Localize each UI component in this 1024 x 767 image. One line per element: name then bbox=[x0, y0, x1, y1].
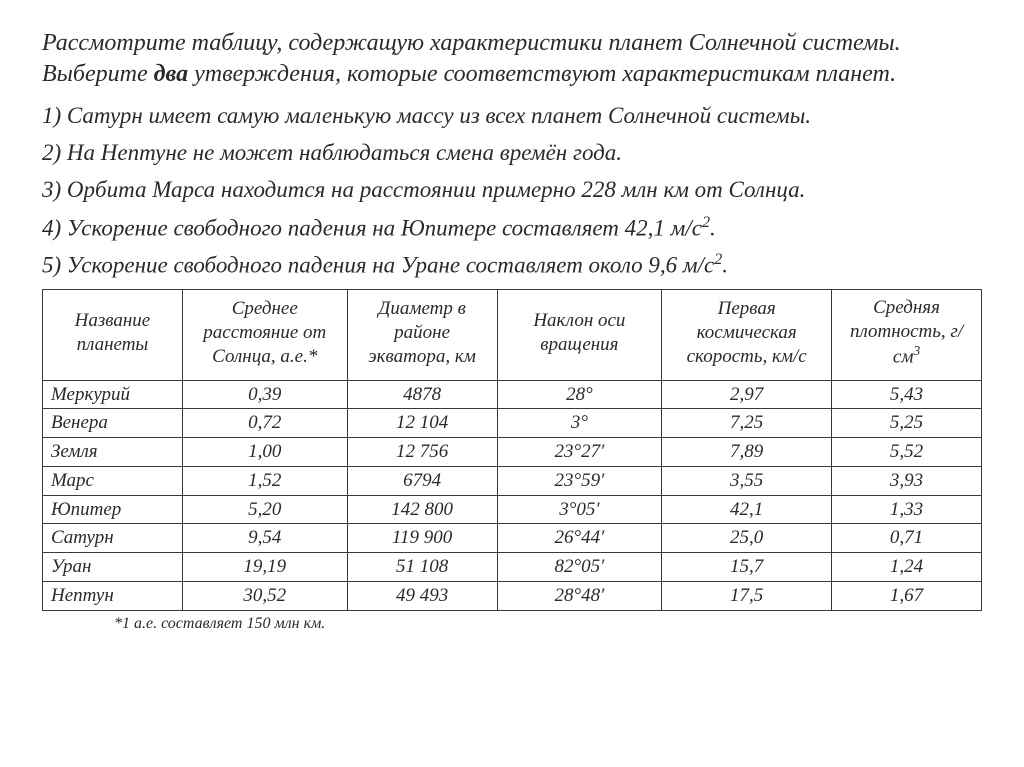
col-name: Название планеты bbox=[43, 289, 183, 380]
col-escape: Первая космическая скорость, км/с bbox=[662, 289, 832, 380]
cell-diameter: 6794 bbox=[347, 466, 497, 495]
cell-density: 5,43 bbox=[832, 380, 982, 409]
statement-4: 4) Ускорение свободного падения на Юпите… bbox=[42, 212, 996, 244]
cell-escape: 7,89 bbox=[662, 438, 832, 467]
col-density-sup: 3 bbox=[913, 343, 920, 358]
cell-name: Сатурн bbox=[43, 524, 183, 553]
cell-distance: 30,52 bbox=[182, 581, 347, 610]
cell-density: 1,24 bbox=[832, 553, 982, 582]
table-row: Венера0,7212 1043°7,255,25 bbox=[43, 409, 982, 438]
cell-tilt: 28°48′ bbox=[497, 581, 662, 610]
cell-diameter: 142 800 bbox=[347, 495, 497, 524]
cell-density: 5,25 bbox=[832, 409, 982, 438]
statement-4-tail: . bbox=[710, 215, 716, 240]
statement-4-text: 4) Ускорение свободного падения на Юпите… bbox=[42, 215, 702, 240]
cell-tilt: 28° bbox=[497, 380, 662, 409]
cell-density: 5,52 bbox=[832, 438, 982, 467]
statement-2: 2) На Нептуне не может наблюдаться смена… bbox=[42, 137, 996, 168]
cell-escape: 42,1 bbox=[662, 495, 832, 524]
col-density-text: Средняя плотность, г/см bbox=[850, 297, 963, 368]
cell-name: Венера bbox=[43, 409, 183, 438]
planet-table: Название планеты Среднее расстояние от С… bbox=[42, 289, 982, 611]
cell-density: 1,33 bbox=[832, 495, 982, 524]
col-diameter: Диаметр в районе экватора, км bbox=[347, 289, 497, 380]
cell-distance: 9,54 bbox=[182, 524, 347, 553]
cell-distance: 1,00 bbox=[182, 438, 347, 467]
col-distance: Среднее расстояние от Солнца, а.е.* bbox=[182, 289, 347, 380]
statement-4-sup: 2 bbox=[702, 214, 710, 231]
cell-tilt: 26°44′ bbox=[497, 524, 662, 553]
statement-3: 3) Орбита Марса находится на расстоянии … bbox=[42, 174, 996, 205]
intro-text: Рассмотрите таблицу, содержащую характер… bbox=[42, 28, 996, 90]
table-row: Земля1,0012 75623°27′7,895,52 bbox=[43, 438, 982, 467]
table-row: Уран19,1951 10882°05′15,71,24 bbox=[43, 553, 982, 582]
statement-5: 5) Ускорение свободного падения на Уране… bbox=[42, 249, 996, 281]
cell-distance: 19,19 bbox=[182, 553, 347, 582]
cell-name: Земля bbox=[43, 438, 183, 467]
cell-distance: 1,52 bbox=[182, 466, 347, 495]
cell-diameter: 119 900 bbox=[347, 524, 497, 553]
cell-name: Марс bbox=[43, 466, 183, 495]
table-row: Сатурн9,54119 90026°44′25,00,71 bbox=[43, 524, 982, 553]
header-row: Название планеты Среднее расстояние от С… bbox=[43, 289, 982, 380]
intro-part2: утверждения, которые соответствуют харак… bbox=[188, 61, 896, 87]
cell-name: Юпитер bbox=[43, 495, 183, 524]
cell-diameter: 12 756 bbox=[347, 438, 497, 467]
cell-escape: 15,7 bbox=[662, 553, 832, 582]
footnote: *1 а.е. составляет 150 млн км. bbox=[114, 615, 996, 633]
cell-density: 1,67 bbox=[832, 581, 982, 610]
table-row: Марс1,52679423°59′3,553,93 bbox=[43, 466, 982, 495]
cell-distance: 0,39 bbox=[182, 380, 347, 409]
cell-tilt: 23°59′ bbox=[497, 466, 662, 495]
cell-diameter: 51 108 bbox=[347, 553, 497, 582]
cell-diameter: 4878 bbox=[347, 380, 497, 409]
table-row: Юпитер5,20142 8003°05′42,11,33 bbox=[43, 495, 982, 524]
statement-5-text: 5) Ускорение свободного падения на Уране… bbox=[42, 253, 714, 278]
col-density: Средняя плотность, г/см3 bbox=[832, 289, 982, 380]
cell-escape: 3,55 bbox=[662, 466, 832, 495]
col-tilt: Наклон оси вращения bbox=[497, 289, 662, 380]
cell-escape: 2,97 bbox=[662, 380, 832, 409]
cell-name: Нептун bbox=[43, 581, 183, 610]
cell-name: Меркурий bbox=[43, 380, 183, 409]
cell-tilt: 3° bbox=[497, 409, 662, 438]
cell-distance: 5,20 bbox=[182, 495, 347, 524]
cell-escape: 17,5 bbox=[662, 581, 832, 610]
table-row: Меркурий0,39487828°2,975,43 bbox=[43, 380, 982, 409]
cell-diameter: 12 104 bbox=[347, 409, 497, 438]
cell-tilt: 23°27′ bbox=[497, 438, 662, 467]
intro-bold: два bbox=[154, 61, 188, 87]
cell-diameter: 49 493 bbox=[347, 581, 497, 610]
statement-5-tail: . bbox=[722, 253, 728, 278]
table-row: Нептун30,5249 49328°48′17,51,67 bbox=[43, 581, 982, 610]
statement-1: 1) Сатурн имеет самую маленькую массу из… bbox=[42, 100, 996, 131]
cell-tilt: 82°05′ bbox=[497, 553, 662, 582]
cell-density: 0,71 bbox=[832, 524, 982, 553]
cell-escape: 7,25 bbox=[662, 409, 832, 438]
cell-tilt: 3°05′ bbox=[497, 495, 662, 524]
cell-name: Уран bbox=[43, 553, 183, 582]
cell-density: 3,93 bbox=[832, 466, 982, 495]
cell-escape: 25,0 bbox=[662, 524, 832, 553]
cell-distance: 0,72 bbox=[182, 409, 347, 438]
